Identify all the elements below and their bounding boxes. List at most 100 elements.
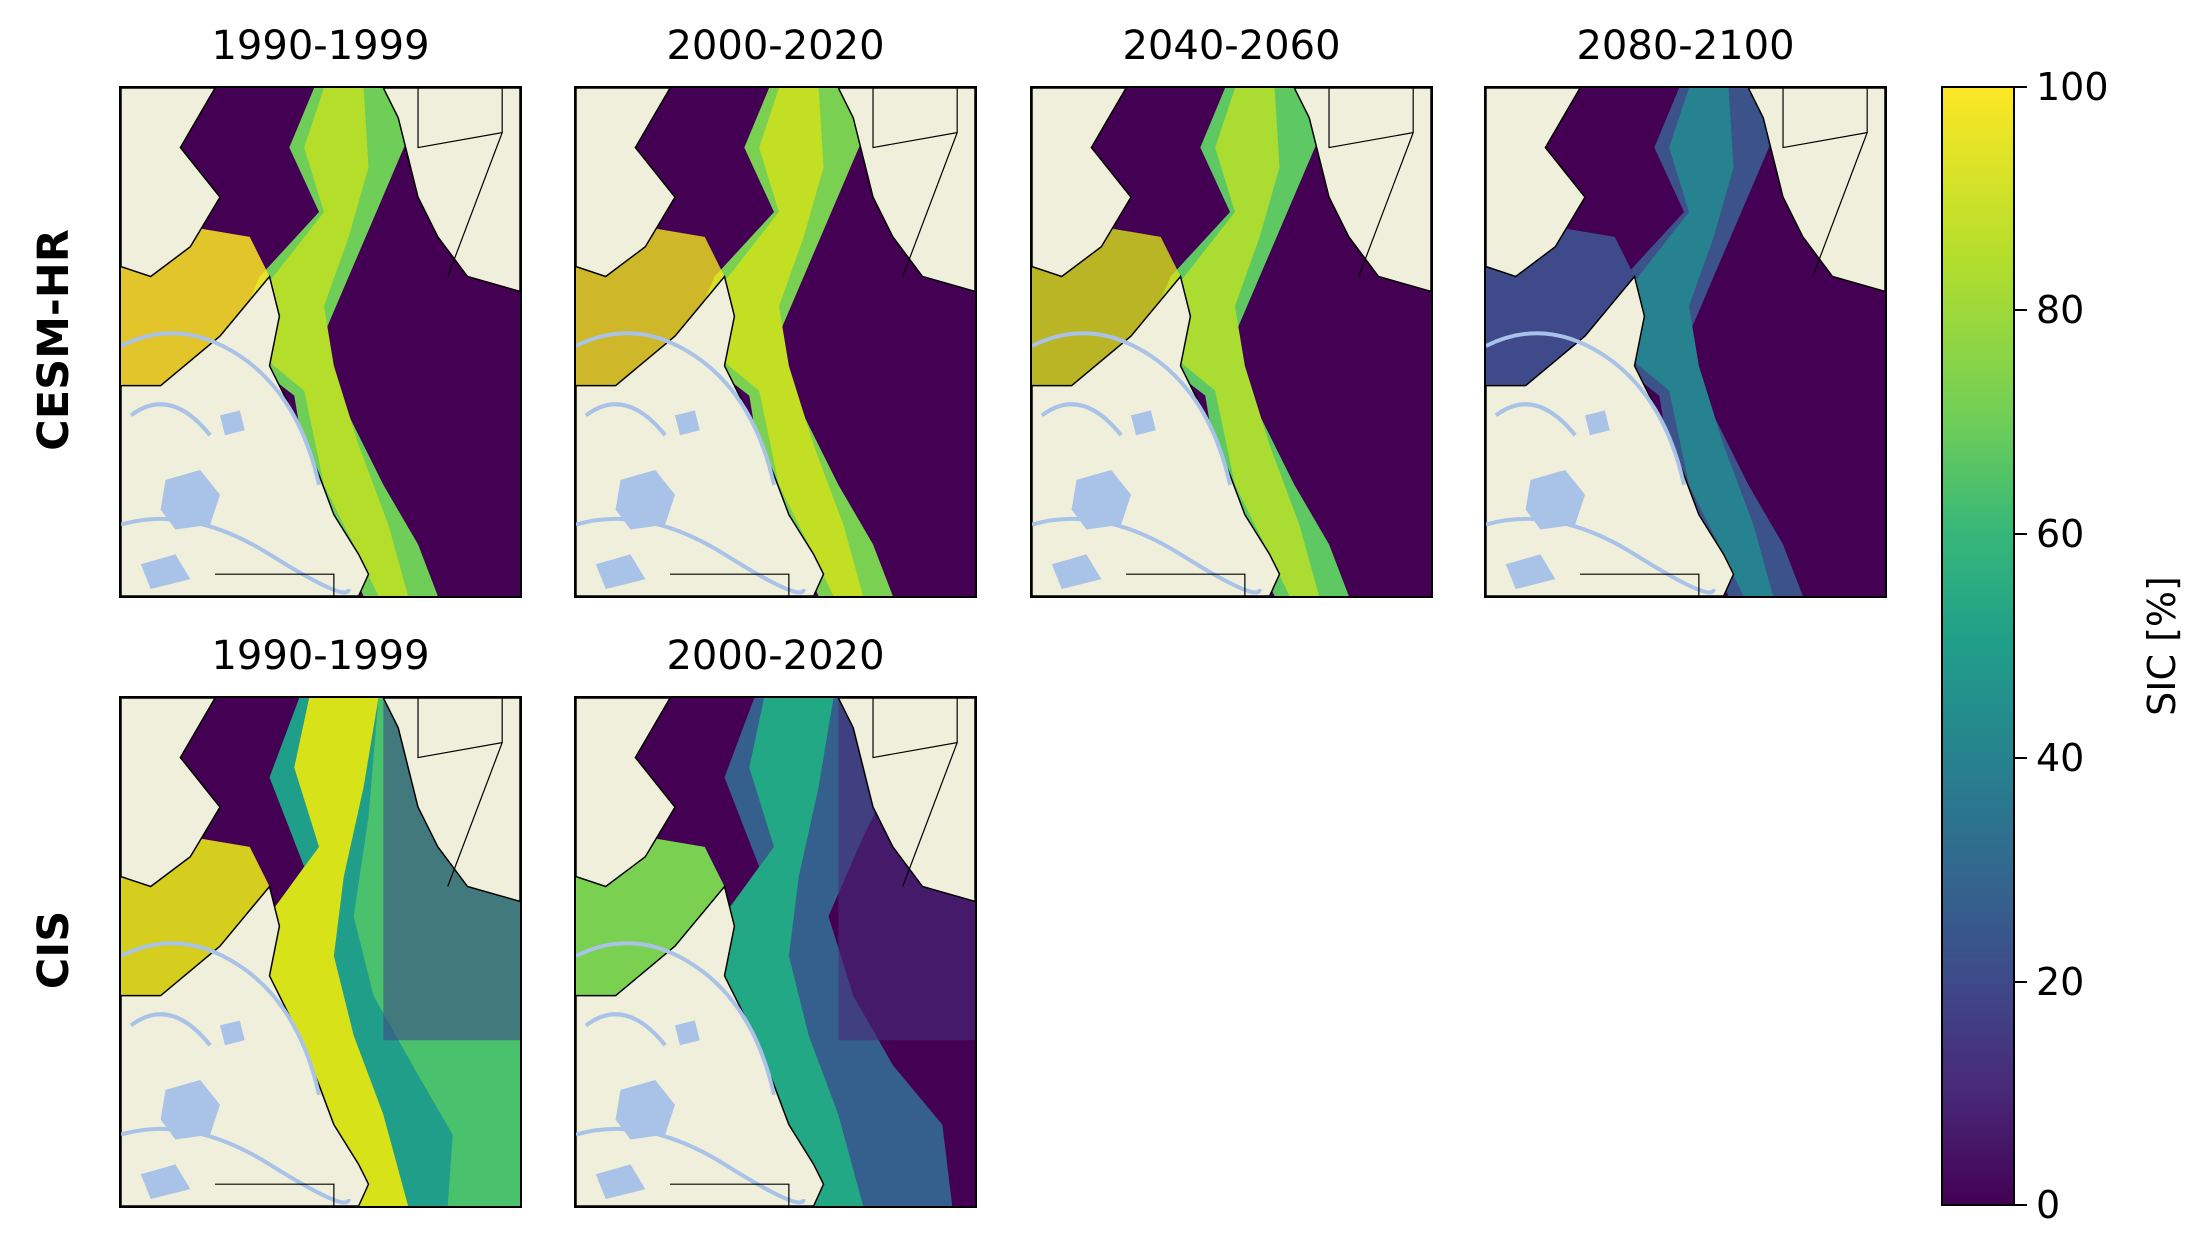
land-mass bbox=[1486, 88, 1586, 278]
boundary-line bbox=[872, 698, 958, 759]
panel-title-hr-2080-2100: 2080-2100 bbox=[1576, 23, 1795, 69]
colorbar-tick-label-0: 0 bbox=[2036, 1183, 2061, 1227]
panel-title-cis-2000-2020: 2000-2020 bbox=[666, 633, 885, 679]
lake bbox=[615, 469, 676, 530]
boundary-line bbox=[670, 1183, 790, 1206]
colorbar-tick-label-40: 40 bbox=[2036, 736, 2085, 780]
colorbar-tick-label-20: 20 bbox=[2036, 960, 2085, 1004]
colorbar-tick bbox=[2015, 1204, 2027, 1206]
river bbox=[121, 941, 321, 1096]
river bbox=[576, 941, 776, 1096]
river bbox=[121, 516, 351, 595]
boundary-line bbox=[447, 132, 503, 277]
lake bbox=[615, 1079, 676, 1140]
map-drawing bbox=[576, 698, 975, 1206]
boundary-line bbox=[1580, 573, 1700, 596]
boundary-line bbox=[215, 1183, 335, 1206]
lake bbox=[160, 1079, 221, 1140]
map-panel-cesm-hr-2000-2020 bbox=[574, 86, 977, 598]
colorbar-tick bbox=[2015, 757, 2027, 759]
river bbox=[576, 331, 776, 486]
colorbar-tick-label-80: 80 bbox=[2036, 288, 2085, 332]
boundary-line bbox=[902, 742, 958, 887]
sea-ice-field bbox=[249, 88, 409, 596]
boundary-line bbox=[902, 132, 958, 277]
lake bbox=[1071, 469, 1132, 530]
map-drawing bbox=[121, 698, 520, 1206]
lake bbox=[595, 1164, 646, 1200]
land-mass bbox=[121, 698, 221, 888]
map-panel-cesm-hr-1990-1999 bbox=[119, 86, 522, 598]
lake bbox=[220, 1020, 245, 1046]
boundary-line bbox=[1126, 573, 1246, 596]
map-drawing bbox=[1486, 88, 1885, 596]
colorbar-tick bbox=[2015, 533, 2027, 535]
sea-ice-field bbox=[1160, 88, 1320, 596]
sea-ice-field bbox=[719, 698, 864, 1206]
river bbox=[584, 402, 667, 437]
boundary-line bbox=[215, 573, 335, 596]
boundary-line bbox=[1358, 132, 1414, 277]
river bbox=[1486, 331, 1686, 486]
lake bbox=[160, 469, 221, 530]
river bbox=[1040, 402, 1123, 437]
lake bbox=[1051, 554, 1102, 590]
lake bbox=[675, 1020, 700, 1046]
panel-title-cis-1990-1999: 1990-1999 bbox=[211, 633, 430, 679]
boundary-line bbox=[872, 88, 958, 149]
boundary-line bbox=[447, 742, 503, 887]
lake bbox=[1131, 410, 1156, 436]
lake bbox=[140, 554, 191, 590]
colorbar-tick bbox=[2015, 309, 2027, 311]
river bbox=[121, 331, 321, 486]
colorbar-label: SIC [%] bbox=[2140, 576, 2184, 716]
row-label-cis: CIS bbox=[29, 910, 79, 990]
panel-title-hr-1990-1999: 1990-1999 bbox=[211, 23, 430, 69]
land-mass bbox=[576, 88, 676, 278]
sea-ice-field bbox=[264, 698, 409, 1206]
river bbox=[576, 1126, 806, 1205]
colorbar bbox=[1941, 86, 2015, 1206]
map-panel-cesm-hr-2080-2100 bbox=[1484, 86, 1887, 598]
boundary-line bbox=[670, 573, 790, 596]
map-drawing bbox=[121, 88, 520, 596]
river bbox=[584, 1012, 667, 1047]
river bbox=[1494, 402, 1577, 437]
river bbox=[121, 1126, 351, 1205]
boundary-line bbox=[417, 88, 503, 149]
river bbox=[1032, 331, 1232, 486]
map-drawing bbox=[576, 88, 975, 596]
lake bbox=[140, 1164, 191, 1200]
boundary-line bbox=[1812, 132, 1868, 277]
map-drawing bbox=[1032, 88, 1431, 596]
map-panel-cesm-hr-2040-2060 bbox=[1030, 86, 1433, 598]
lake bbox=[675, 410, 700, 436]
land-mass bbox=[121, 88, 221, 278]
boundary-line bbox=[1782, 88, 1868, 149]
colorbar-tick-label-60: 60 bbox=[2036, 512, 2085, 556]
panel-title-hr-2000-2020: 2000-2020 bbox=[666, 23, 885, 69]
colorbar-tick bbox=[2015, 86, 2027, 88]
river bbox=[1032, 516, 1262, 595]
map-panel-cis-1990-1999 bbox=[119, 696, 522, 1208]
lake bbox=[1525, 469, 1586, 530]
colorbar-tick bbox=[2015, 981, 2027, 983]
row-label-cesm-hr: CESM-HR bbox=[29, 229, 79, 451]
river bbox=[576, 516, 806, 595]
lake bbox=[1505, 554, 1556, 590]
lake bbox=[595, 554, 646, 590]
panel-title-hr-2040-2060: 2040-2060 bbox=[1122, 23, 1341, 69]
boundary-line bbox=[417, 698, 503, 759]
boundary-line bbox=[1328, 88, 1414, 149]
land-mass bbox=[1032, 88, 1132, 278]
lake bbox=[220, 410, 245, 436]
river bbox=[129, 1012, 212, 1047]
river bbox=[1486, 516, 1716, 595]
lake bbox=[1585, 410, 1610, 436]
sea-ice-field bbox=[704, 88, 864, 596]
land-mass bbox=[576, 698, 676, 888]
map-panel-cis-2000-2020 bbox=[574, 696, 977, 1208]
colorbar-tick-label-100: 100 bbox=[2036, 65, 2109, 109]
river bbox=[129, 402, 212, 437]
sea-ice-field bbox=[1614, 88, 1774, 596]
